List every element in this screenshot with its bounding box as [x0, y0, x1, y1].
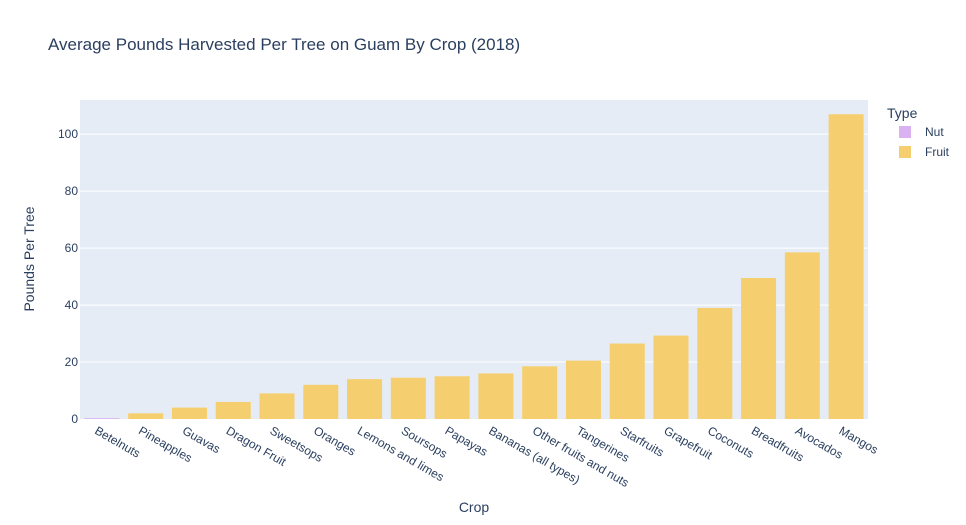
bar-grapefruit	[653, 335, 689, 419]
y-tick-label: 0	[71, 412, 78, 426]
y-tick-label: 100	[58, 127, 78, 141]
y-tick-label: 80	[65, 184, 79, 198]
x-tick-label: Papayas	[443, 423, 490, 458]
bar-starfruits	[609, 343, 645, 419]
bar-breadfruits	[741, 278, 777, 419]
legend-title: Type	[887, 105, 918, 121]
chart-title: Average Pounds Harvested Per Tree on Gua…	[48, 35, 520, 54]
bar-coconuts	[697, 307, 733, 419]
y-tick-labels: 0 20 40 60 80 100	[58, 127, 78, 426]
legend-swatch-nut	[899, 126, 911, 138]
bar-betelnuts	[84, 418, 120, 419]
bar-oranges	[303, 384, 339, 419]
bar-pineapples	[128, 413, 164, 419]
bar-bananas-all-types-	[478, 373, 514, 419]
gridlines	[80, 133, 868, 363]
bar-guavas	[171, 407, 207, 419]
bar-dragon-fruit	[215, 401, 251, 419]
x-axis-title: Crop	[459, 499, 490, 515]
x-tick-label: Betelnuts	[92, 423, 142, 460]
y-tick-label: 40	[65, 298, 79, 312]
bar-other-fruits-and-nuts	[522, 366, 558, 419]
bar-soursops	[390, 377, 426, 419]
legend-swatch-fruit	[899, 146, 911, 158]
bar-papayas	[434, 376, 470, 419]
bars	[84, 114, 864, 419]
bar-tangerines	[565, 360, 601, 419]
plot-area	[80, 100, 868, 419]
legend: Type Nut Fruit	[887, 105, 950, 159]
bar-lemons-and-limes	[347, 379, 383, 419]
x-tick-label: Coconuts	[705, 423, 756, 460]
x-tick-label: Grapefruit	[662, 423, 716, 462]
legend-label-nut: Nut	[925, 125, 944, 139]
y-tick-label: 20	[65, 355, 79, 369]
bar-mangos	[828, 114, 864, 419]
y-axis-title: Pounds Per Tree	[21, 206, 37, 311]
bar-avocados	[784, 252, 820, 419]
bar-sweetsops	[259, 393, 295, 419]
y-tick-label: 60	[65, 241, 79, 255]
legend-label-fruit: Fruit	[925, 145, 950, 159]
